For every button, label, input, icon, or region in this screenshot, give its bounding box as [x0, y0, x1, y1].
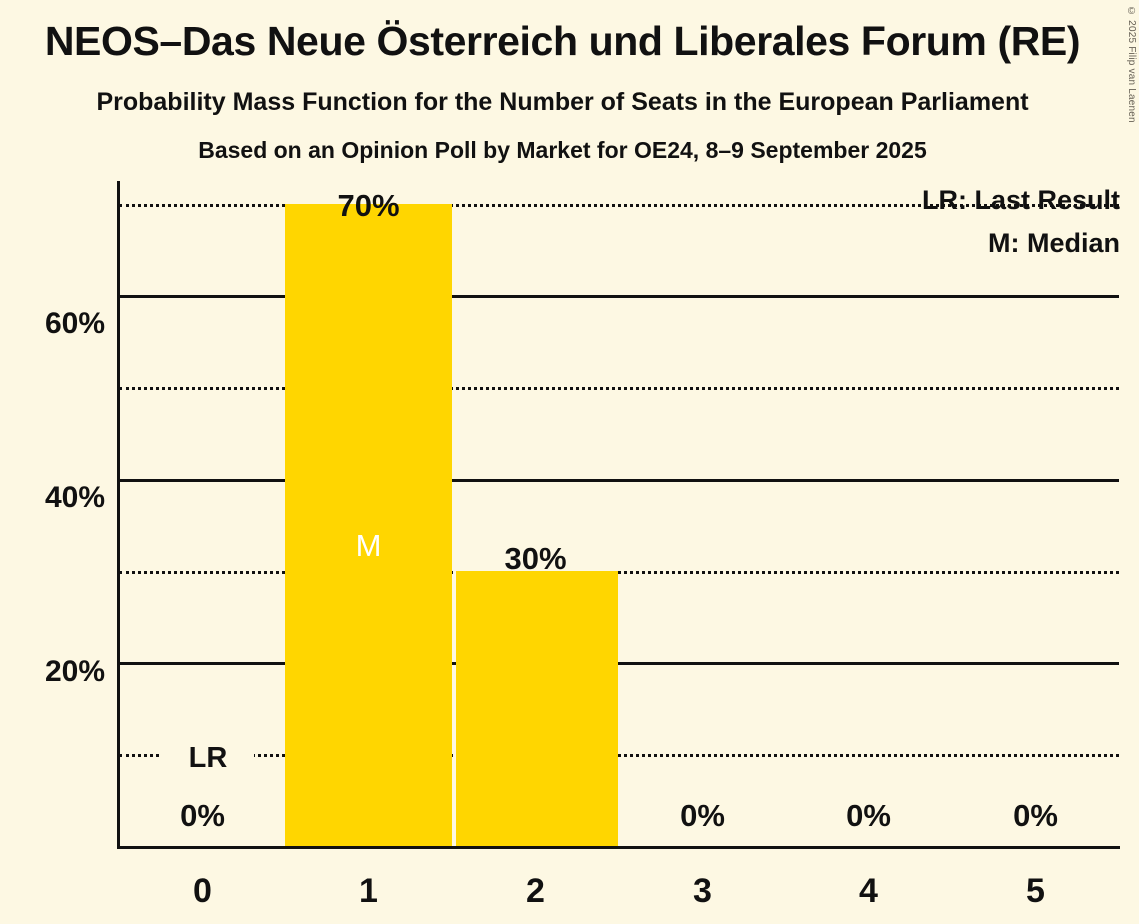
legend-median: M: Median — [988, 228, 1120, 258]
gridline-70 — [119, 204, 1119, 207]
gridline-50 — [119, 387, 1119, 390]
bar-value-label-2: 30% — [504, 541, 567, 576]
x-axis-label-1: 1 — [359, 872, 378, 910]
chart-subtitle-primary: Probability Mass Function for the Number… — [96, 88, 1029, 116]
bar-value-label-1: 70% — [337, 188, 400, 223]
gridline-20 — [119, 662, 1119, 665]
copyright-notice: © 2025 Filip van Laenen — [1126, 6, 1137, 123]
bar-value-label-0: 0% — [180, 798, 225, 833]
last-result-marker: LR — [162, 742, 254, 775]
legend-last-result: LR: Last Result — [921, 185, 1120, 215]
x-axis-line — [117, 846, 1120, 849]
x-axis-label-5: 5 — [1026, 872, 1045, 910]
gridline-40 — [119, 479, 1119, 482]
plot-area — [117, 181, 1120, 849]
gridline-60 — [119, 295, 1119, 298]
x-axis-label-3: 3 — [693, 872, 712, 910]
y-axis-label-60: 60% — [44, 307, 105, 340]
bar-value-label-5: 0% — [1013, 798, 1058, 833]
bar-value-label-4: 0% — [846, 798, 891, 833]
y-axis-label-40: 40% — [44, 481, 105, 514]
x-axis-label-0: 0 — [193, 872, 212, 910]
page-title: NEOS–Das Neue Österreich und Liberales F… — [44, 18, 1081, 64]
chart-subtitle-source: Based on an Opinion Poll by Market for O… — [198, 137, 927, 163]
gridline-30 — [119, 571, 1119, 574]
bar-value-label-3: 0% — [680, 798, 725, 833]
gridline-10 — [119, 754, 1119, 757]
median-marker: M — [355, 528, 382, 563]
x-axis-label-2: 2 — [526, 872, 545, 910]
bar-seats-1[interactable] — [285, 204, 452, 846]
y-axis-line — [117, 181, 120, 846]
y-axis-label-20: 20% — [44, 655, 105, 688]
x-axis-label-4: 4 — [859, 872, 878, 910]
bar-seats-2[interactable] — [456, 571, 618, 846]
